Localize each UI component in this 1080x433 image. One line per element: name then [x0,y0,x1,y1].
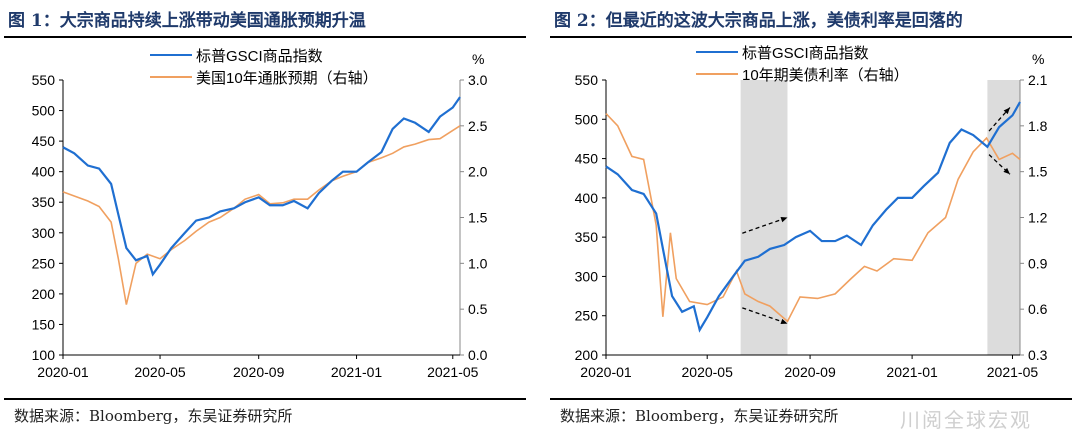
y-tick-label: 500 [32,103,56,119]
y2-tick-label: 1.8 [1028,118,1048,134]
arrow-head [780,217,788,223]
series-line-2 [62,125,461,305]
series-line-2 [605,113,1021,323]
legend-label: 标普GSCI商品指数 [196,48,323,65]
x-tick-label: 2021-05 [987,364,1039,380]
y2-tick-label: 2.0 [468,164,488,180]
x-tick-label: 2020-05 [134,364,186,380]
x-tick-label: 2020-09 [233,364,285,380]
y2-tick-label: 0.9 [1028,255,1048,271]
y-tick-label: 550 [32,72,56,88]
y2-tick-label: 1.0 [468,255,488,271]
arrow-head [1003,107,1010,115]
x-tick-label: 2020-05 [682,364,734,380]
trend-arrow [742,216,788,234]
trend-arrow [742,307,788,325]
series-line-1 [605,101,1021,333]
x-tick-label: 2021-05 [427,364,479,380]
y-tick-label: 250 [575,308,599,324]
y-tick-label: 500 [575,111,599,127]
x-tick-label: 2021-01 [886,364,938,380]
legend-label: 标普GSCI商品指数 [742,45,869,62]
chart-1: 100 150 200 250 300 350 400 450 500 550 0.0 0.5 1.0 1… [32,48,488,380]
shaded-period [740,80,788,355]
chart-2: 200 250 300 350 400 450 500 550 0.3 0.6 0.9 1.2 1.5 1… [575,45,1048,380]
watermark: 川阅全球宏观 [900,410,1032,432]
y-tick-label: 450 [575,151,599,167]
y-tick-label: 200 [575,347,599,363]
y2-tick-label: 2.5 [468,118,488,134]
y2-unit: % [1032,51,1044,67]
legend-label: 10年期美债利率（右轴） [742,67,909,84]
y-tick-label: 350 [575,229,599,245]
series-line-1 [62,96,461,277]
y-tick-label: 550 [575,72,599,88]
y2-tick-label: 0.3 [1028,347,1048,363]
chart-title: 图 2：但最近的这波大宗商品上涨，美债利率是回落的 [554,11,963,31]
trend-arrow [988,107,1011,132]
y-tick-label: 400 [575,190,599,206]
y2-tick-label: 1.5 [468,210,488,226]
y-tick-label: 450 [32,133,56,149]
x-tick-label: 2021-01 [331,364,383,380]
y2-tick-label: 0.6 [1028,301,1048,317]
divider [550,398,1072,400]
legend-label: 美国10年通胀预期（右轴） [196,70,378,87]
y-tick-label: 350 [32,194,56,210]
y2-tick-label: 2.1 [1028,72,1048,88]
y-tick-label: 150 [32,316,56,332]
source-note: 数据来源：Bloomberg，东吴证券研究所 [560,407,839,425]
y-tick-label: 250 [32,255,56,271]
x-tick-label: 2020-01 [580,364,632,380]
y2-unit: % [472,51,484,67]
chart-title: 图 1：大宗商品持续上涨带动美国通胀预期升温 [8,11,366,31]
y-tick-label: 300 [32,225,56,241]
chart-panel-1: 图 1：大宗商品持续上涨带动美国通胀预期升温 100 150 200 250 300 35… [0,0,530,433]
y-tick-label: 400 [32,164,56,180]
arrow-head [1003,167,1010,175]
y2-tick-label: 3.0 [468,72,488,88]
y-tick-label: 200 [32,286,56,302]
y-tick-label: 100 [32,347,56,363]
y-tick-label: 300 [575,268,599,284]
y2-tick-label: 0.0 [468,347,488,363]
x-tick-label: 2020-01 [37,364,89,380]
divider [550,36,1072,38]
y2-tick-label: 1.2 [1028,210,1048,226]
divider [4,398,526,400]
chart-panel-2: 图 2：但最近的这波大宗商品上涨，美债利率是回落的 200 250 300 350 40… [546,0,1076,433]
arrow-head [780,318,788,325]
source-note: 数据来源：Bloomberg，东吴证券研究所 [14,407,293,425]
shaded-period [987,80,1020,355]
x-tick-label: 2020-09 [784,364,836,380]
y2-tick-label: 1.5 [1028,164,1048,180]
y2-tick-label: 0.5 [468,301,488,317]
divider [4,36,526,38]
